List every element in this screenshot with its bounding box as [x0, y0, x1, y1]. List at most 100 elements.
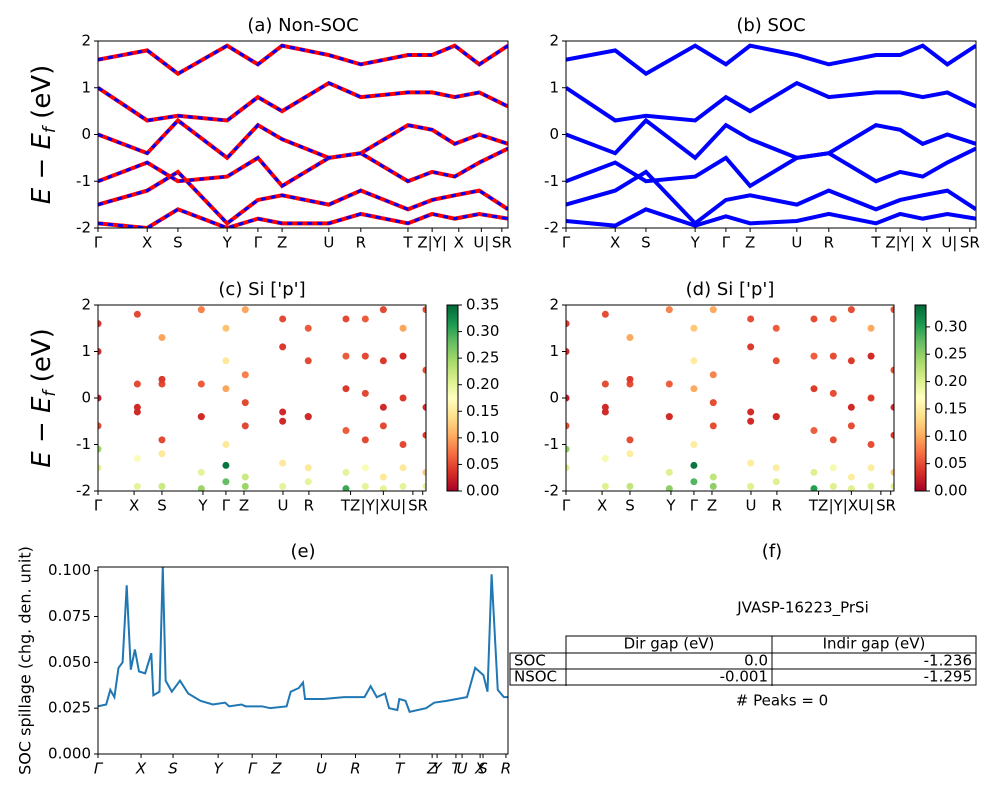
band-point: [342, 485, 350, 491]
band-point: [279, 408, 287, 416]
band-point: [222, 441, 230, 448]
band-point: [747, 315, 755, 323]
band-line: [98, 80, 508, 123]
band-point: [342, 352, 350, 360]
x-tick-label: Y: [214, 760, 225, 778]
band-point: [98, 394, 102, 402]
band-point: [810, 385, 818, 393]
band-point: [709, 371, 717, 379]
table-cell: 0.0: [744, 652, 768, 670]
band-point: [690, 357, 698, 365]
x-tick-label: S: [408, 497, 418, 515]
x-tick-label: Γ: [94, 760, 104, 778]
band-line: [98, 207, 508, 228]
x-tick-label: R: [356, 234, 366, 252]
x-tick-label: U: [316, 760, 327, 778]
colorbar-tick-label: 0.15: [934, 399, 967, 417]
x-tick-label: Γ: [94, 497, 103, 515]
colorbar-tick-label: 0.25: [466, 349, 499, 367]
band-point: [867, 324, 875, 332]
spillage-line: [98, 567, 508, 713]
band-point: [241, 473, 249, 481]
band-point: [890, 403, 894, 411]
y-axis-label: SOC spillage (chg. den. unit): [16, 546, 35, 775]
panel-title: (a) Non-SOC: [247, 15, 358, 36]
band-point: [890, 366, 894, 374]
x-tick-label: Z: [707, 497, 717, 515]
band-point: [626, 334, 634, 342]
band-point: [241, 422, 249, 430]
band-point: [361, 436, 369, 444]
band-point: [98, 422, 102, 430]
y-axis-label-part: (eV): [27, 328, 57, 390]
band-point: [747, 482, 755, 490]
x-tick-label: U: [323, 234, 334, 252]
axes-frame: [97, 566, 509, 755]
band-point: [867, 441, 875, 448]
x-tick-label: T: [870, 234, 881, 252]
colorbar-tick-label: 0.30: [466, 322, 499, 340]
band-point: [690, 441, 698, 448]
band-point: [829, 389, 837, 397]
band-point: [422, 482, 426, 490]
y-tick-label: 2: [81, 296, 91, 314]
x-tick-label: X: [474, 760, 486, 778]
band-point: [665, 380, 673, 388]
x-tick-label: S: [641, 234, 651, 252]
band-point: [158, 436, 166, 444]
x-tick-label: S: [625, 497, 635, 515]
band-point: [133, 454, 141, 462]
band-point: [279, 343, 287, 351]
x-tick-label: T: [395, 760, 406, 778]
band-point: [867, 464, 875, 472]
band-dash: [98, 147, 508, 188]
band-point: [709, 482, 717, 490]
table-row-label: SOC: [514, 652, 546, 670]
x-tick-label: X: [135, 760, 147, 778]
x-tick-label: Z: [239, 497, 249, 515]
plot-area: [98, 567, 508, 713]
band-point: [665, 485, 673, 491]
y-axis-label-part: E − E: [27, 396, 57, 468]
colorbar-tick-label: 0.05: [934, 454, 967, 472]
band-point: [566, 348, 570, 355]
x-tick-label: R: [350, 760, 360, 778]
x-tick-label: SR: [492, 234, 512, 252]
band-point: [342, 315, 350, 323]
band-point: [304, 324, 312, 332]
x-tick-label: Γ: [562, 234, 571, 252]
band-point: [133, 482, 141, 490]
y-tick-label: 0.025: [48, 699, 91, 717]
colorbar-tick-label: 0.30: [934, 317, 967, 335]
x-tick-label: Y: [222, 234, 233, 252]
band-point: [601, 482, 609, 490]
x-tick-label: Γ: [722, 234, 731, 252]
band-point: [772, 357, 780, 365]
y-tick-label: 0.050: [48, 653, 91, 671]
y-axis-label-part: E − E: [27, 133, 57, 205]
band-point: [342, 385, 350, 393]
band-point: [847, 485, 855, 491]
x-tick-label: Γ: [254, 234, 263, 252]
y-tick-label: -2: [76, 219, 91, 237]
band-point: [847, 403, 855, 411]
colorbar-tick-label: 0.10: [466, 428, 499, 446]
x-tick-label: Γ: [222, 497, 231, 515]
band-point: [810, 485, 818, 491]
band-point: [304, 413, 312, 421]
band-point: [98, 464, 102, 472]
x-tick-label: Γ: [562, 497, 571, 515]
y-tick-label: 0: [549, 125, 559, 143]
y-tick-label: 0: [81, 125, 91, 143]
y-axis-label-part: f: [40, 388, 60, 397]
band-point: [566, 464, 570, 472]
band-point: [829, 352, 837, 360]
colorbar-tick-label: 0.00: [934, 482, 967, 500]
band-point: [342, 427, 350, 435]
band-point: [867, 352, 875, 360]
band-point: [690, 461, 698, 469]
band-point: [158, 482, 166, 490]
band-point: [197, 468, 205, 476]
band-point: [665, 468, 673, 476]
x-tick-label: U: [745, 497, 756, 515]
